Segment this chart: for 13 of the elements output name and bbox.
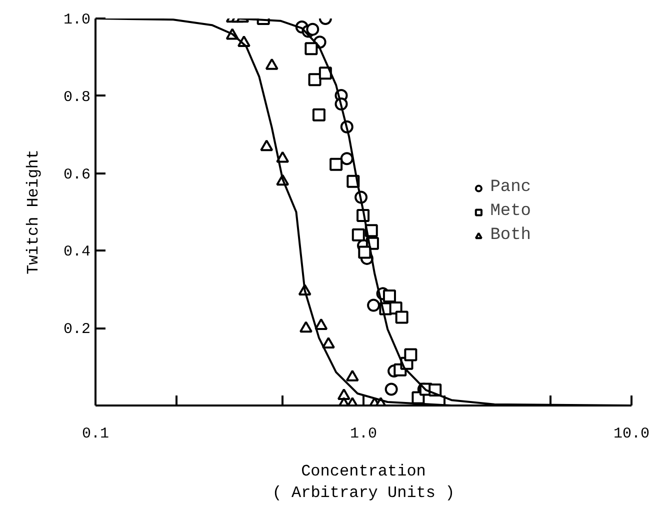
legend-label: Both xyxy=(490,226,531,245)
legend-label: Panc xyxy=(490,178,531,197)
y-tick-label: 0.6 xyxy=(63,166,91,184)
x-tick-label: 0.1 xyxy=(82,426,110,442)
y-axis-title: Twitch Height xyxy=(24,150,42,274)
x-tick-label: 10.0 xyxy=(613,426,649,442)
y-tick-label: 0.2 xyxy=(63,321,91,338)
y-tick-label: 0.4 xyxy=(63,244,91,261)
x-tick-label: 1.0 xyxy=(350,426,378,442)
y-tick-label: 0.8 xyxy=(63,88,91,106)
legend-label: Meto xyxy=(490,202,531,221)
x-axis-title: Concentration ( Arbitrary Units ) xyxy=(272,462,455,502)
y-tick-label: 1.0 xyxy=(63,12,91,28)
